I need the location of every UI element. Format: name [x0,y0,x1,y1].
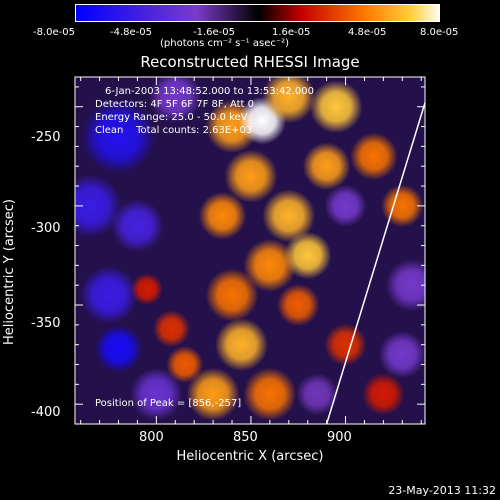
heatmap-source [79,265,139,325]
colorbar-unit-label: (photons cm⁻² s⁻¹ asec⁻²) [160,38,290,49]
heatmap-source [381,184,424,228]
overlay-layer [325,102,425,424]
heatmap-source [262,77,316,124]
solar-limb-line [325,102,425,424]
annotation-energy-range: Energy Range: 25.0 - 50.0 keV [95,112,248,123]
heatmap-source [224,149,278,203]
heatmap-source [302,142,351,191]
heatmap-source [75,174,122,238]
colorbar-tick-4: 4.8e-05 [348,27,387,38]
colorbar-gradient [76,5,439,21]
heatmap-source [198,191,247,240]
heatmap-source [309,80,363,134]
heatmap-layer [75,77,425,424]
colorbar [75,4,440,22]
heatmap-source [378,330,425,379]
heatmap-source [152,310,191,348]
y-tick-label-350: -350 [31,316,61,331]
annotation-time-range: 6-Jan-2003 13:48:52.000 to 13:53:42.000 [105,86,314,97]
colorbar-tick-3: 1.6e-05 [272,27,311,38]
colorbar-tick-2: -1.6e-05 [193,27,235,38]
heatmap-source [362,373,405,416]
y-tick-label-400: -400 [31,405,61,420]
colorbar-tick-0: -8.0e-05 [33,27,75,38]
heatmap-source [295,373,339,416]
x-axis-label: Heliocentric X (arcsec) [176,449,324,464]
heatmap-source [243,238,297,292]
axis-ticks [75,77,425,425]
heatmap-source [243,367,297,421]
heatmap-source [205,268,259,322]
x-tick-label-850: 850 [233,430,258,445]
chart-title: Reconstructed RHESSI Image [140,53,360,71]
y-tick-label-300: -300 [31,221,61,236]
heatmap-source [324,323,367,366]
heatmap-source [385,258,425,312]
footer-timestamp: 23-May-2013 11:32 [388,484,496,497]
heatmap-source [262,189,316,243]
heatmap-source [277,283,320,327]
heatmap-source [166,345,204,384]
y-tick-label-250: -250 [31,130,61,145]
colorbar-tick-5: 8.0e-05 [420,27,459,38]
y-axis-label: Heliocentric Y (arcsec) [2,199,17,345]
annotation-method-counts: Clean Total counts: 2.63E+03 [95,125,253,136]
heatmap-source [283,231,332,280]
plot-frame [74,76,426,425]
annotation-detectors: Detectors: 4F 5F 6F 7F 8F, Att 0 [95,99,255,110]
colorbar-tick-1: -4.8e-05 [110,27,152,38]
heatmap-source [186,367,240,421]
heatmap-source [148,77,202,124]
x-tick-label-800: 800 [139,430,164,445]
x-tick-label-900: 900 [327,430,352,445]
heatmap-source [131,273,163,306]
heatmap-source [215,318,268,372]
heatmap-source [110,199,164,253]
heatmap-source [350,132,398,181]
heatmap-source [81,99,156,174]
annotation-peak-position: Position of Peak = [856,-257] [95,398,242,409]
heatmap-source [324,184,367,228]
heatmap-source [129,367,183,421]
heatmap-source [94,324,143,373]
